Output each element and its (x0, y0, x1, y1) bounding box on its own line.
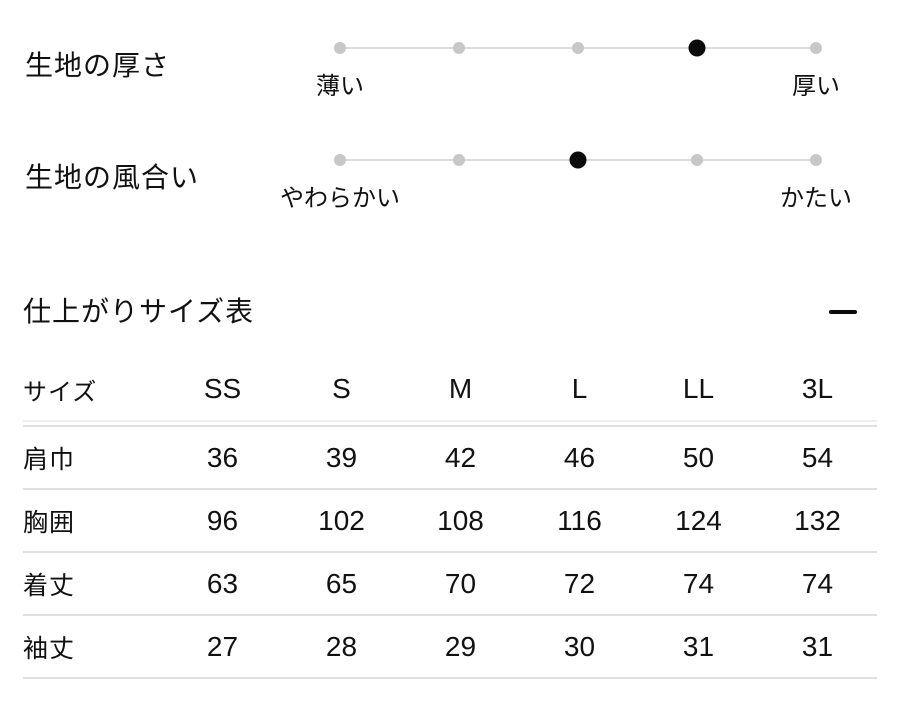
size-table-row-label: 肩巾 (23, 445, 76, 474)
size-table-value-cell: 132 (794, 504, 841, 536)
fabric-spec-label: 生地の風合い (25, 162, 200, 193)
size-table-value-cell: 28 (325, 630, 358, 662)
size-table-corner-header: サイズ (23, 378, 98, 406)
size-table-value-cell: 42 (444, 441, 477, 473)
scale-dot (453, 154, 465, 166)
size-table-value-cell: 27 (206, 630, 239, 662)
scale-dot (810, 42, 822, 54)
minus-icon[interactable] (829, 310, 857, 314)
scale-dot (334, 154, 346, 166)
fabric-spec-row: 生地の風合い やわらかい かたい (0, 112, 898, 224)
size-table-value-cell: 116 (557, 504, 602, 536)
size-table-value-cell: 29 (444, 630, 477, 662)
size-table-value-cell: 63 (206, 567, 239, 599)
size-table-value-cell: 54 (801, 441, 834, 473)
size-table-value-cell: 70 (444, 567, 477, 599)
size-table-row-label: 袖丈 (23, 634, 76, 663)
size-table-value-cell: 96 (206, 504, 239, 536)
size-table-row: 着丈 63 65 70 72 74 74 (23, 553, 877, 616)
size-table-column-header: SS (203, 373, 242, 404)
scale-dot-active (569, 151, 587, 169)
scale-min-label: やわらかい (280, 185, 400, 212)
fabric-spec-scale: 薄い 厚い (316, 0, 840, 112)
size-table-value-cell: 108 (437, 504, 484, 536)
size-table-header-row: サイズ SS S M L LL 3L (23, 358, 877, 422)
size-section: 仕上がりサイズ表 サイズ SS S M L LL 3L 肩巾 36 39 42 46 50 54 胸囲 96 1… (0, 224, 898, 679)
size-table-value-cell: 39 (325, 441, 358, 473)
size-table: サイズ SS S M L LL 3L 肩巾 36 39 42 46 50 54 胸囲 96 102 108 116 1… (23, 358, 877, 679)
scale-max-label: かたい (780, 185, 852, 212)
size-table-accordion-header[interactable]: 仕上がりサイズ表 (23, 297, 875, 327)
scale-min-label: 薄い (316, 73, 364, 100)
size-table-value-cell: 46 (563, 441, 596, 473)
size-table-value-cell: 74 (801, 567, 834, 599)
size-table-value-cell: 31 (682, 630, 715, 662)
size-table-row: 袖丈 27 28 29 30 31 31 (23, 616, 877, 679)
size-table-column-header: M (448, 373, 473, 404)
scale-dot (691, 154, 703, 166)
fabric-spec-scale: やわらかい かたい (280, 112, 852, 224)
size-table-value-cell: 124 (675, 504, 722, 536)
scale-dot (572, 42, 584, 54)
size-table-column-header: S (332, 373, 351, 404)
size-table-value-cell: 31 (801, 630, 834, 662)
size-table-value-cell: 102 (318, 504, 365, 536)
size-table-column-header: L (571, 373, 588, 404)
size-table-row: 胸囲 96 102 108 116 124 132 (23, 490, 877, 553)
scale-dot (334, 42, 346, 54)
scale-dot (453, 42, 465, 54)
size-table-row: 肩巾 36 39 42 46 50 54 (23, 427, 877, 490)
scale-dot (810, 154, 822, 166)
size-table-column-header: LL (682, 373, 715, 404)
size-table-column-header: 3L (801, 373, 834, 404)
size-table-value-cell: 72 (563, 567, 596, 599)
fabric-spec-row: 生地の厚さ 薄い 厚い (0, 0, 898, 112)
size-table-title: 仕上がりサイズ表 (23, 296, 255, 327)
size-table-value-cell: 36 (206, 441, 239, 473)
header-divider-gap (23, 422, 877, 427)
size-table-row-label: 胸囲 (23, 508, 76, 537)
fabric-spec-label: 生地の厚さ (25, 50, 171, 81)
size-table-value-cell: 30 (563, 630, 596, 662)
fabric-specs-section: 生地の厚さ 薄い 厚い 生地の風合い やわらかい かたい (0, 0, 898, 224)
scale-dot-active (688, 39, 706, 57)
size-table-value-cell: 50 (682, 441, 715, 473)
scale-max-label: 厚い (792, 73, 840, 100)
size-table-value-cell: 65 (325, 567, 358, 599)
size-table-value-cell: 74 (682, 567, 715, 599)
size-table-row-label: 着丈 (23, 571, 76, 600)
